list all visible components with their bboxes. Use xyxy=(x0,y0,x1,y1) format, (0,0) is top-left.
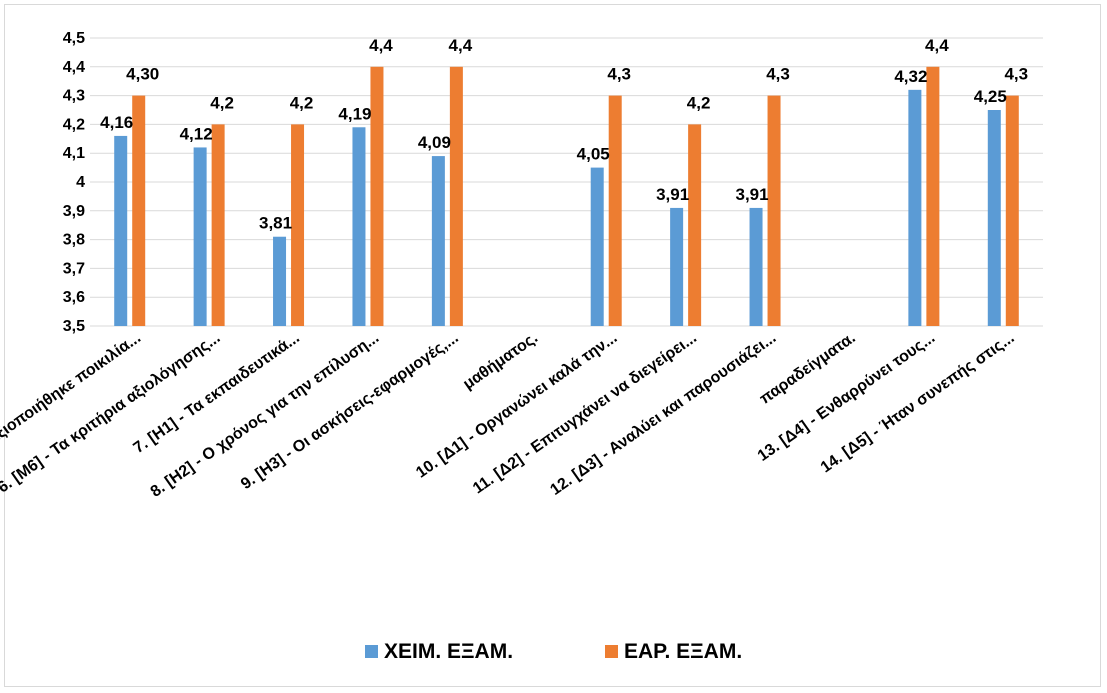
data-label-spring-7: 4,2 xyxy=(687,93,711,112)
y-tick-label: 4,1 xyxy=(63,145,85,162)
data-label-winter-0: 4,16 xyxy=(100,113,133,132)
bar-winter-7 xyxy=(670,207,684,326)
y-tick-label: 4,3 xyxy=(63,88,85,105)
data-label-spring-1: 4,2 xyxy=(210,93,234,112)
bar-winter-10 xyxy=(908,89,922,326)
category-label-5: μαθήματος. xyxy=(460,329,541,393)
y-tick-label: 3,9 xyxy=(63,203,85,220)
y-tick-label: 3,5 xyxy=(63,318,85,335)
bar-winter-1 xyxy=(193,147,207,326)
y-tick-label: 3,6 xyxy=(63,289,85,306)
bar-winter-4 xyxy=(431,156,445,326)
bars xyxy=(114,66,1019,327)
y-tick-label: 3,8 xyxy=(63,232,85,249)
data-label-spring-6: 4,3 xyxy=(607,65,631,84)
data-label-winter-6: 4,05 xyxy=(577,145,610,164)
data-label-spring-4: 4,4 xyxy=(449,36,473,55)
data-label-spring-0: 4,30 xyxy=(126,65,159,84)
data-label-winter-3: 4,19 xyxy=(338,104,371,123)
data-label-winter-4: 4,09 xyxy=(418,133,451,152)
legend-label-winter: ΧΕΙΜ. ΕΞΑΜ. xyxy=(384,640,513,663)
y-tick-label: 4,2 xyxy=(63,116,85,133)
bar-spring-0 xyxy=(132,95,146,326)
data-label-winter-1: 4,12 xyxy=(180,124,213,143)
bar-spring-2 xyxy=(291,124,305,327)
bar-winter-8 xyxy=(749,207,763,326)
bar-spring-10 xyxy=(926,66,940,327)
category-labels: 5. [Μ5] - Αξιοποιήθηκε ποικιλία...6. [Μ6… xyxy=(0,329,1018,500)
data-label-winter-10: 4,32 xyxy=(894,67,927,86)
bar-spring-7 xyxy=(688,124,702,327)
bar-winter-2 xyxy=(273,236,287,326)
data-label-spring-3: 4,4 xyxy=(369,36,393,55)
y-axis-ticks: 3,5 3,6 3,7 3,8 3,9 4 4,1 4,2 4,3 4,4 4,5 xyxy=(63,30,85,335)
bar-spring-4 xyxy=(449,66,463,327)
y-tick-label: 3,7 xyxy=(63,260,85,277)
bar-spring-3 xyxy=(370,66,384,327)
bar-winter-6 xyxy=(590,167,604,326)
data-label-spring-10: 4,4 xyxy=(925,36,949,55)
legend: ΧΕΙΜ. ΕΞΑΜ. ΕΑΡ. ΕΞΑΜ. xyxy=(365,640,742,663)
data-label-spring-2: 4,2 xyxy=(290,93,314,112)
bar-spring-11 xyxy=(1005,95,1019,326)
legend-swatch-winter xyxy=(365,645,378,658)
y-tick-label: 4,5 xyxy=(63,30,85,47)
data-label-winter-8: 3,91 xyxy=(735,185,768,204)
data-label-winter-7: 3,91 xyxy=(656,185,689,204)
bar-spring-1 xyxy=(211,124,225,327)
data-labels: 4,16 4,30 4,12 4,2 3,81 4,2 4,19 4,4 4,09 4,4 4,05… xyxy=(100,36,1028,233)
data-label-winter-11: 4,25 xyxy=(974,87,1007,106)
bar-spring-8 xyxy=(767,95,781,326)
legend-label-spring: ΕΑΡ. ΕΞΑΜ. xyxy=(624,640,742,663)
data-label-winter-2: 3,81 xyxy=(259,214,292,233)
legend-swatch-spring xyxy=(605,645,618,658)
bar-winter-3 xyxy=(352,127,366,326)
gridlines xyxy=(90,37,1043,327)
bar-winter-11 xyxy=(987,110,1001,326)
data-label-spring-11: 4,3 xyxy=(1004,65,1028,84)
y-tick-label: 4 xyxy=(76,174,85,191)
y-tick-label: 4,4 xyxy=(63,59,85,76)
bar-spring-6 xyxy=(608,95,622,326)
data-label-spring-8: 4,3 xyxy=(766,65,790,84)
bar-winter-0 xyxy=(114,135,128,326)
